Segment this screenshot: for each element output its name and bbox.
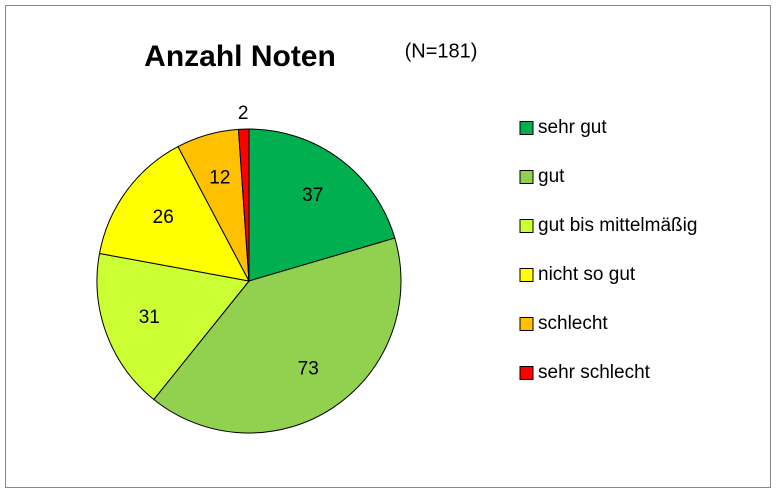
pie-slice (98, 145, 250, 282)
legend-label: schlecht (538, 313, 608, 334)
pie-slice (96, 252, 250, 401)
legend-label: nicht so gut (538, 264, 636, 285)
legend-swatch (519, 121, 534, 135)
legend-swatch (519, 268, 534, 282)
data-label: 73 (298, 358, 319, 379)
pie-slice (248, 128, 396, 282)
legend-swatch (519, 219, 534, 233)
data-label: 2 (238, 103, 249, 124)
data-label: 12 (209, 168, 230, 189)
legend-label: sehr gut (538, 117, 607, 138)
legend-label: gut bis mittelmäßig (538, 215, 697, 236)
data-label: 37 (302, 185, 323, 206)
legend-swatch (519, 170, 534, 184)
pie-slice (237, 128, 250, 282)
pie-slice (153, 237, 402, 434)
chart-title: Anzahl Noten (144, 40, 336, 73)
legend-label: sehr schlecht (538, 362, 651, 383)
data-label: 31 (139, 307, 160, 328)
chart-subtitle: (N=181) (405, 40, 478, 62)
legend-label: gut (538, 166, 565, 187)
legend-swatch (519, 317, 534, 331)
legend-swatch (519, 366, 534, 380)
data-label: 26 (153, 207, 174, 228)
